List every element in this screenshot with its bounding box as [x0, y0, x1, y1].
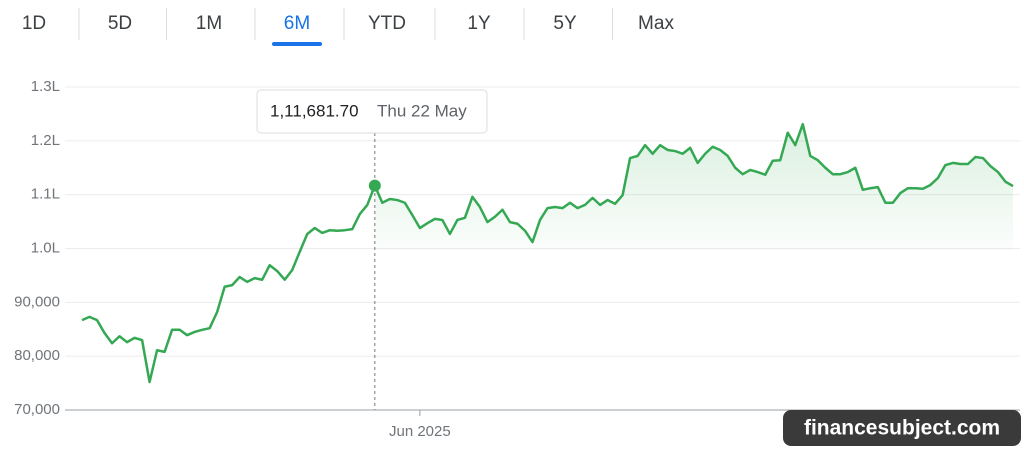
- y-tick-label: 1.1L: [31, 186, 60, 203]
- range-tab[interactable]: 1M: [196, 13, 222, 34]
- y-tick-label: 1.2L: [31, 132, 60, 149]
- x-tick-label: Jun 2025: [389, 423, 451, 440]
- tooltip-box: [256, 89, 488, 134]
- range-tab[interactable]: 1Y: [467, 13, 491, 34]
- y-tick-label: 1.3L: [31, 78, 60, 95]
- range-tab[interactable]: 5Y: [553, 13, 577, 34]
- tooltip-value: 1,11,681.70: [270, 101, 359, 120]
- price-line: [81, 122, 1014, 384]
- y-tick-label: 70,000: [14, 401, 60, 418]
- watermark: financesubject.com: [804, 417, 1000, 440]
- y-tick-label: 90,000: [14, 293, 60, 310]
- y-tick-label: 80,000: [14, 347, 60, 364]
- tooltip-date: Thu 22 May: [377, 101, 467, 120]
- hover-shade: [374, 124, 1013, 250]
- range-tab[interactable]: 5D: [108, 13, 132, 34]
- hover-point: [368, 179, 381, 192]
- range-tab[interactable]: 6M: [284, 13, 310, 34]
- range-tab[interactable]: Max: [638, 13, 674, 34]
- range-tab[interactable]: YTD: [368, 13, 406, 34]
- watermark-box: [783, 410, 1021, 446]
- y-tick-label: 1.0L: [31, 239, 60, 256]
- active-tab-underline: [272, 42, 322, 46]
- range-tab[interactable]: 1D: [22, 13, 46, 34]
